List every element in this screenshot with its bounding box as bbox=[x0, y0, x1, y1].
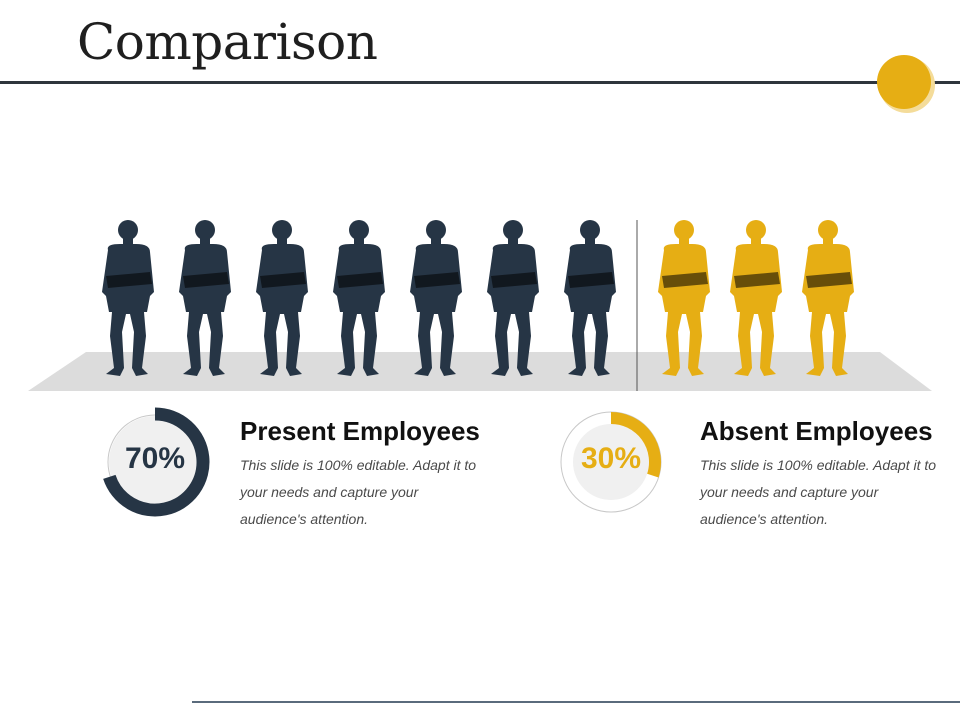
present-description: This slide is 100% editable. Adapt it to… bbox=[240, 457, 477, 527]
present-donut-arc bbox=[103, 407, 210, 517]
absent-employees-stat: 30% Absent Employees This slide is 100% … bbox=[556, 400, 960, 530]
absent-donut-arc bbox=[610, 412, 661, 478]
pictograph bbox=[28, 220, 932, 391]
present-heading: Present Employees bbox=[240, 416, 480, 446]
present-donut bbox=[103, 407, 210, 517]
floor-platform bbox=[28, 352, 932, 391]
absent-donut bbox=[560, 411, 662, 513]
present-percent: 70% bbox=[124, 442, 186, 475]
circle-dot-icon bbox=[877, 55, 935, 113]
slide-title: Comparison bbox=[77, 13, 378, 71]
bottom-rule bbox=[192, 701, 960, 703]
title-rule bbox=[0, 81, 960, 84]
absent-heading: Absent Employees bbox=[700, 416, 933, 446]
absent-percent: 30% bbox=[580, 442, 642, 475]
present-employees-stat: 70% Present Employees This slide is 100%… bbox=[96, 400, 536, 530]
absent-description: This slide is 100% editable. Adapt it to… bbox=[700, 457, 937, 527]
